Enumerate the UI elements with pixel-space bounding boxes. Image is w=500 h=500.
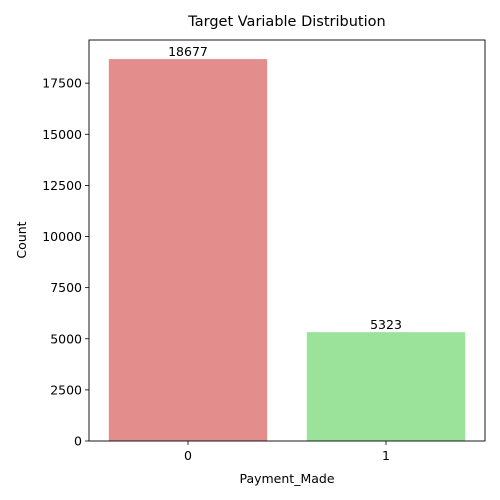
y-axis: 0 2500 5000 7500 10000 12500 15000 17500 bbox=[42, 76, 89, 449]
y-tick-label: 12500 bbox=[42, 178, 82, 193]
bars-group bbox=[108, 59, 466, 442]
y-tick-label: 17500 bbox=[42, 76, 82, 91]
y-tick-label: 0 bbox=[74, 434, 82, 449]
x-axis-label: Payment_Made bbox=[239, 471, 334, 486]
y-tick-label: 5000 bbox=[50, 331, 82, 346]
y-tick-label: 15000 bbox=[42, 127, 82, 142]
plot-frame bbox=[88, 39, 486, 442]
x-tick-label: 0 bbox=[184, 448, 192, 463]
y-tick-label: 2500 bbox=[50, 382, 82, 397]
bar bbox=[108, 59, 268, 442]
chart-title: Target Variable Distribution bbox=[187, 14, 385, 30]
bar bbox=[306, 332, 466, 441]
data-label: 18677 bbox=[168, 44, 208, 59]
y-tick-label: 7500 bbox=[50, 280, 82, 295]
data-labels-group: 18677 5323 bbox=[168, 44, 402, 332]
data-label: 5323 bbox=[370, 317, 402, 332]
x-tick-label: 1 bbox=[382, 448, 390, 463]
y-axis-label: Count bbox=[14, 221, 29, 258]
y-tick-label: 10000 bbox=[42, 229, 82, 244]
